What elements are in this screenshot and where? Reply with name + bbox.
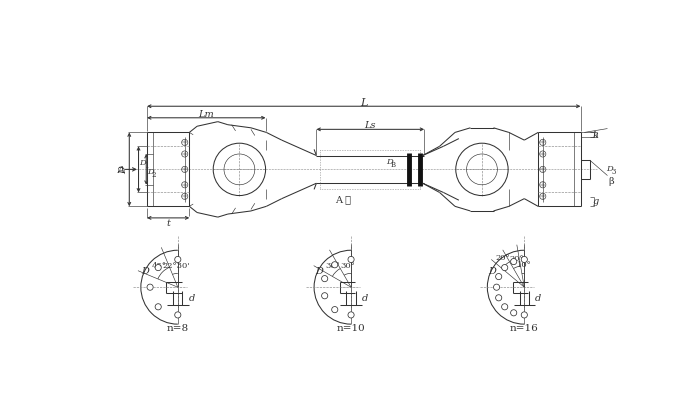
Text: D: D (315, 266, 323, 275)
Circle shape (522, 257, 527, 263)
Text: D: D (120, 166, 128, 174)
Text: 1: 1 (144, 161, 148, 169)
Text: t: t (166, 218, 170, 228)
Circle shape (155, 265, 161, 271)
Text: Ls: Ls (365, 121, 376, 130)
Circle shape (510, 259, 517, 265)
Circle shape (332, 307, 338, 313)
Circle shape (502, 304, 508, 310)
Text: B: B (391, 161, 396, 168)
Text: 10°: 10° (517, 260, 532, 269)
Text: 2: 2 (152, 171, 156, 179)
Text: 30°: 30° (326, 261, 340, 269)
Text: A: A (118, 166, 125, 175)
Text: 20°: 20° (510, 254, 524, 262)
Circle shape (502, 265, 508, 271)
Text: 20°: 20° (496, 254, 510, 262)
Circle shape (147, 284, 153, 290)
Text: D: D (141, 266, 149, 275)
Text: 22°30': 22°30' (162, 261, 190, 269)
Circle shape (510, 310, 517, 316)
Text: 3: 3 (611, 168, 616, 175)
Text: n=16: n=16 (510, 323, 539, 332)
Text: n=8: n=8 (167, 323, 189, 332)
Circle shape (175, 257, 181, 263)
Text: g: g (593, 196, 599, 205)
Circle shape (332, 262, 338, 268)
Text: d: d (188, 294, 195, 303)
Text: 30°: 30° (340, 261, 355, 269)
Circle shape (321, 293, 328, 299)
Text: D: D (488, 266, 496, 275)
Circle shape (496, 274, 502, 280)
Text: A 向: A 向 (335, 195, 351, 204)
Circle shape (321, 276, 328, 282)
Text: d: d (535, 294, 541, 303)
Text: n=10: n=10 (337, 323, 365, 332)
Text: L: L (360, 97, 368, 107)
Circle shape (522, 312, 527, 318)
Text: k: k (593, 131, 598, 140)
Text: β: β (608, 176, 614, 185)
Text: d: d (362, 294, 368, 303)
Text: D: D (606, 164, 613, 173)
Circle shape (348, 312, 354, 318)
Circle shape (175, 312, 181, 318)
Text: D: D (147, 168, 153, 175)
Text: 45°: 45° (152, 261, 167, 269)
Text: D: D (139, 158, 146, 166)
Text: Lm: Lm (198, 109, 214, 118)
Circle shape (496, 295, 502, 301)
Circle shape (494, 284, 500, 290)
Text: D: D (386, 158, 393, 166)
Circle shape (155, 304, 161, 310)
Circle shape (348, 257, 354, 263)
